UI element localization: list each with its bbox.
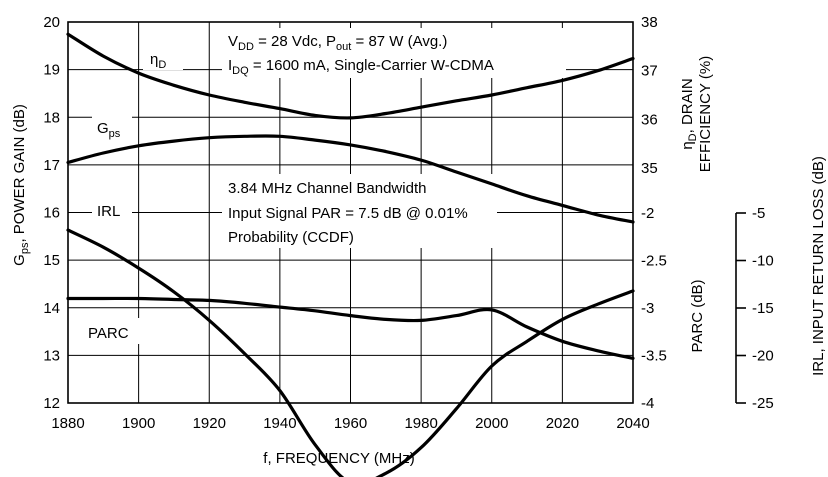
signal-line-3: Probability (CCDF) (228, 229, 354, 246)
x-tick-label: 1980 (404, 415, 437, 432)
y-parc-tick-labels: -2 -2.5 -3 -3.5 -4 (641, 205, 667, 412)
y-left-tick-label: 18 (43, 109, 60, 126)
curve-label-parc: PARC (88, 325, 129, 342)
annotation-background (222, 174, 497, 248)
annotation-background (143, 44, 183, 70)
y-parc-tick-label: -2.5 (641, 253, 667, 270)
y-left-tick-label: 19 (43, 62, 60, 79)
y-left-tick-label: 17 (43, 157, 60, 174)
x-tick-label: 1940 (263, 415, 296, 432)
x-axis-label: f, FREQUENCY (MHz) (263, 450, 414, 467)
y-irl-axis-label: IRL, INPUT RETURN LOSS (dB) (810, 156, 827, 376)
y-efficiency-axis-label-line2: EFFICIENCY (%) (697, 56, 714, 172)
y-parc-axis-label: PARC (dB) (689, 279, 706, 352)
conditions-line-2: IDQ = 1600 mA, Single-Carrier W-CDMA (228, 57, 494, 77)
y-left-tick-label: 15 (43, 252, 60, 269)
y-efficiency-axis-label: ηD, DRAIN (679, 78, 699, 149)
curves (66, 32, 635, 477)
annotation-background (92, 197, 132, 221)
conditions-line-1: VDD = 28 Vdc, Pout = 87 W (Avg.) (228, 33, 447, 53)
series-line-parc (66, 296, 635, 360)
irl-axis: -5 -10 -15 -20 -25 (735, 205, 774, 412)
annotation-background (222, 28, 566, 78)
plot-frame (67, 21, 634, 404)
y-irl-tick-label: -15 (752, 300, 774, 317)
y-left-tick-label: 14 (43, 300, 60, 317)
y-efficiency-tick-label: 37 (641, 63, 658, 80)
series-line-efficiency (66, 32, 635, 120)
series-line-irl (66, 228, 635, 477)
y-efficiency-tick-label: 35 (641, 160, 658, 177)
x-tick-label: 2040 (616, 415, 649, 432)
signal-line-1: 3.84 MHz Channel Bandwidth (228, 180, 426, 197)
curve-label-irl: IRL (97, 203, 120, 220)
y-parc-tick-label: -4 (641, 395, 654, 412)
y-parc-tick-label: -3.5 (641, 348, 667, 365)
y-efficiency-tick-labels: 35 36 37 38 (641, 14, 658, 177)
y-efficiency-tick-label: 36 (641, 111, 658, 128)
curve-label-gain: Gps (97, 120, 121, 140)
y-left-tick-label: 20 (43, 14, 60, 31)
y-left-tick-label: 16 (43, 205, 60, 222)
x-tick-label: 2000 (475, 415, 508, 432)
y-irl-tick-label: -25 (752, 395, 774, 412)
x-tick-label: 1900 (122, 415, 155, 432)
y-parc-tick-label: -3 (641, 300, 654, 317)
y-efficiency-tick-label: 38 (641, 14, 658, 31)
x-tick-label: 1920 (193, 415, 226, 432)
annotation-background (92, 114, 132, 142)
x-tick-labels: 1880 1900 1920 1940 1960 1980 2000 2020 2040 (51, 415, 649, 432)
annotation-backgrounds (82, 28, 566, 344)
curve-label-efficiency: ηD (150, 51, 166, 71)
x-tick-label: 2020 (546, 415, 579, 432)
x-tick-label: 1880 (51, 415, 84, 432)
x-tick-label: 1960 (334, 415, 367, 432)
y-irl-tick-label: -5 (752, 205, 765, 222)
y-irl-tick-label: -10 (752, 253, 774, 270)
y-irl-tick-label: -20 (752, 348, 774, 365)
signal-line-2: Input Signal PAR = 7.5 dB @ 0.01% (228, 205, 468, 222)
y-left-tick-label: 12 (43, 395, 60, 412)
series-line-gain (66, 134, 635, 224)
y-parc-tick-label: -2 (641, 205, 654, 222)
y-left-axis-label: Gps, POWER GAIN (dB) (11, 104, 31, 266)
y-left-tick-labels: 12 13 14 15 16 17 18 19 20 (43, 14, 60, 412)
y-left-tick-label: 13 (43, 347, 60, 364)
annotation-background (82, 318, 142, 344)
